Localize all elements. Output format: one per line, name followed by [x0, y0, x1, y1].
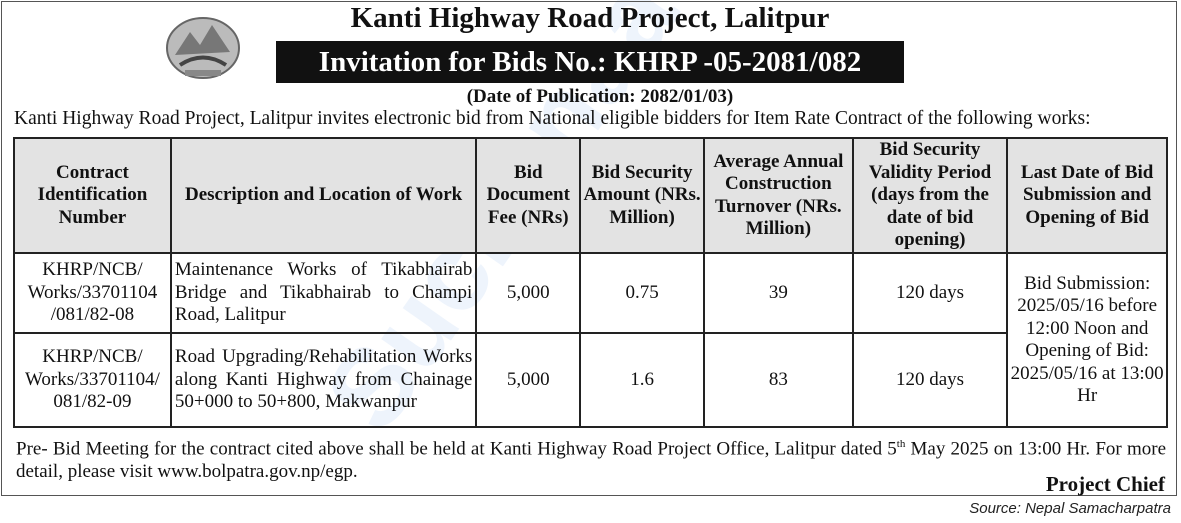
prebid-text-a: Pre- Bid Meeting for the contract cited … — [16, 438, 897, 460]
publication-date: (Date of Publication: 2082/01/03) — [466, 86, 734, 107]
bid-security: 0.75 — [579, 252, 705, 334]
project-title: Kanti Highway Road Project, Lalitpur — [350, 2, 830, 34]
ifb-number: Invitation for Bids No.: KHRP -05-2081/0… — [276, 41, 904, 83]
prebid-text-b: May 2025 on 13:00 Hr. For more detail, p… — [16, 438, 1166, 483]
col-header-last-date: Last Date of Bid Submission and Opening … — [1006, 137, 1168, 254]
nepal-emblem-icon — [166, 17, 240, 79]
prebid-meeting-note: Pre- Bid Meeting for the contract cited … — [16, 433, 1166, 483]
document-fee: 5,000 — [475, 332, 582, 428]
col-header-bid-security: Bid Security Amount (NRs. Million) — [579, 137, 705, 254]
contract-id: KHRP/NCB/ Works/33701104/ 081/82-09 — [13, 332, 172, 428]
col-header-description: Description and Location of Work — [169, 137, 478, 254]
validity: 120 days — [851, 252, 1009, 334]
bid-table: Contract Identification Number Descripti… — [13, 137, 1168, 428]
work-description: Maintenance Works of Tikabhairab Bridge … — [169, 252, 478, 334]
signatory: Project Chief — [1045, 472, 1165, 496]
last-date: Bid Submission: 2025/05/16 before 12:00 … — [1006, 252, 1168, 428]
col-header-turnover: Average Annual Construction Turnover (NR… — [702, 137, 854, 254]
col-header-contract-id: Contract Identification Number — [13, 137, 172, 254]
col-header-validity: Bid Security Validity Period (days from … — [851, 137, 1009, 254]
table-row: KHRP/NCB/ Works/33701104 /081/82-08 Main… — [13, 252, 1168, 428]
notice-frame — [1, 1, 1177, 496]
intro-text: Kanti Highway Road Project, Lalitpur inv… — [14, 108, 1091, 129]
col-header-document-fee: Bid Document Fee (NRs) — [475, 137, 582, 254]
work-description: Road Upgrading/Rehabilitation Works alon… — [169, 332, 478, 428]
turnover: 39 — [702, 252, 854, 334]
contract-id: KHRP/NCB/ Works/33701104 /081/82-08 — [13, 252, 172, 334]
table-row: KHRP/NCB/ Works/33701104/ 081/82-09 Road… — [13, 332, 1167, 428]
table-header-row: Contract Identification Number Descripti… — [13, 137, 1168, 254]
validity: 120 days — [851, 332, 1009, 428]
source-credit: Source: Nepal Samacharpatra — [969, 500, 1171, 517]
bid-security: 1.6 — [579, 332, 705, 428]
document-fee: 5,000 — [475, 252, 582, 334]
prebid-sup: th — [896, 438, 906, 450]
turnover: 83 — [702, 332, 854, 428]
